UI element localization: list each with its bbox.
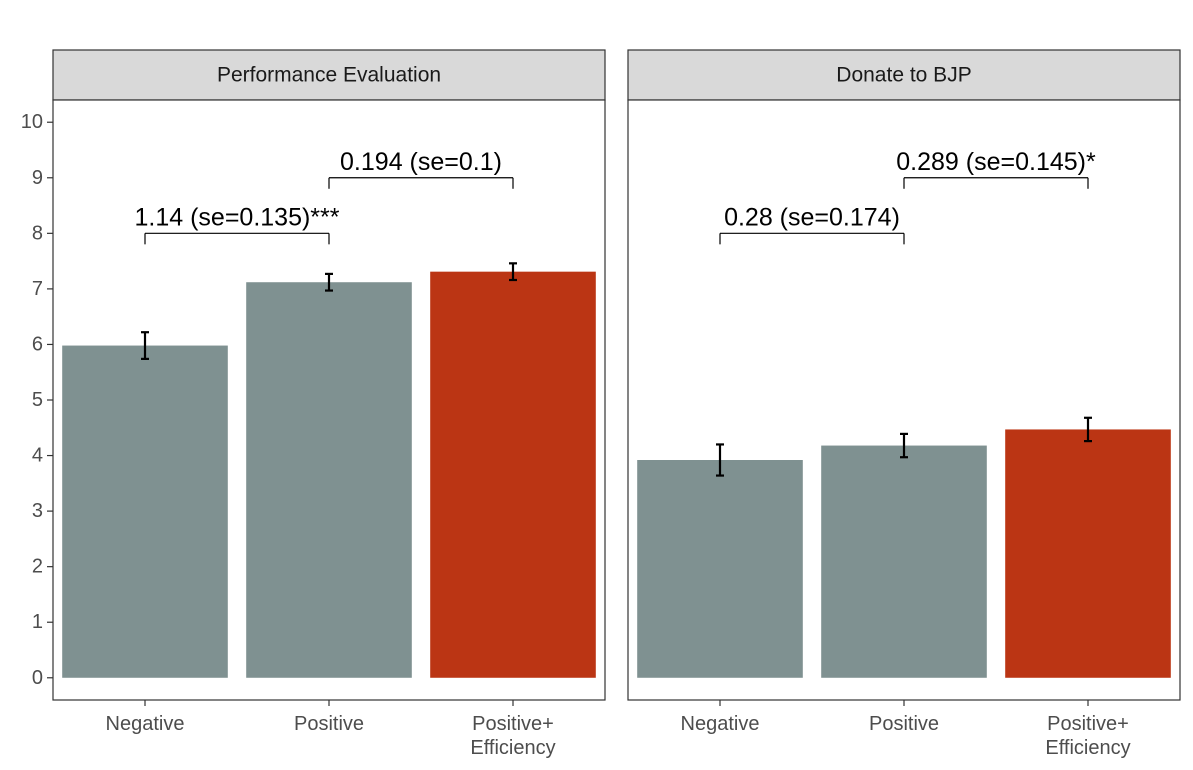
bar	[430, 271, 596, 678]
x-tick-label: Negative	[106, 713, 185, 735]
y-tick-label: 9	[32, 167, 43, 189]
error-bar	[716, 443, 724, 477]
bar	[1005, 429, 1171, 678]
comparison-bracket: 0.289 (se=0.145)*	[896, 148, 1096, 189]
x-tick-label: Positive+ Efficiency	[470, 713, 555, 759]
comparison-label: 0.194 (se=0.1)	[340, 148, 502, 176]
panel-1: Performance Evaluation Negative Positive Po…	[52, 49, 606, 759]
bar	[637, 460, 803, 678]
comparison-bracket: 0.194 (se=0.1)	[328, 148, 514, 189]
y-tick-label: 10	[21, 111, 43, 133]
comparison-bracket: 1.14 (se=0.135)***	[134, 203, 340, 245]
panel-title: Donate to BJP	[836, 64, 971, 87]
y-tick-label: 7	[32, 278, 43, 300]
x-tick-label: Positive+ Efficiency	[1045, 713, 1130, 759]
y-tick-label: 8	[32, 222, 43, 244]
bar	[62, 345, 228, 678]
panel-title: Performance Evaluation	[217, 64, 441, 87]
x-tick-label: Positive	[869, 713, 939, 735]
error-bar	[900, 432, 908, 459]
error-bar	[1084, 416, 1092, 443]
comparison-bracket: 0.28 (se=0.174)	[719, 203, 905, 245]
comparison-label: 1.14 (se=0.135)***	[134, 203, 339, 231]
x-tick-label-line: Positive+	[472, 713, 554, 735]
panel-strip	[52, 49, 606, 101]
error-bar	[325, 272, 333, 292]
y-tick-label: 5	[32, 389, 43, 411]
bar	[246, 282, 412, 678]
y-tick-label: 6	[32, 333, 43, 355]
x-tick-label-line: Positive+	[1047, 713, 1129, 735]
y-tick-label: 2	[32, 556, 43, 578]
panel-2: Donate to BJP Negative Positive Positive+ Ef…	[627, 49, 1181, 759]
panel-strip	[627, 49, 1181, 101]
y-tick-label: 0	[32, 667, 43, 689]
comparison-label: 0.289 (se=0.145)*	[896, 148, 1096, 176]
error-bar	[509, 262, 517, 282]
x-tick-label-line: Efficiency	[1045, 737, 1130, 759]
y-tick-label: 1	[32, 611, 43, 633]
error-bar	[141, 331, 149, 360]
comparison-label: 0.28 (se=0.174)	[724, 203, 900, 231]
x-tick-label: Positive	[294, 713, 364, 735]
y-tick-label: 4	[32, 445, 43, 467]
bar	[821, 445, 987, 678]
x-tick-label: Negative	[681, 713, 760, 735]
y-tick-label: 3	[32, 500, 43, 522]
x-tick-label-line: Efficiency	[470, 737, 555, 759]
